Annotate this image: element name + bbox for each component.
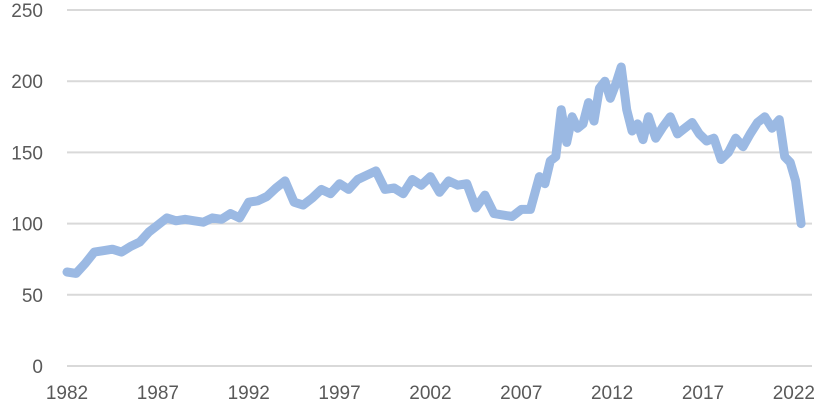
x-tick-label: 2022	[773, 383, 815, 404]
y-tick-label: 50	[22, 286, 43, 307]
y-tick-label: 150	[11, 143, 43, 164]
series-line-0	[62, 62, 806, 278]
x-tick-label: 1982	[46, 383, 88, 404]
y-tick-label: 100	[11, 215, 43, 236]
y-tick-label: 200	[11, 72, 43, 93]
x-tick-label: 2002	[409, 383, 451, 404]
x-tick-label: 2012	[591, 383, 633, 404]
x-tick-label: 2017	[682, 383, 724, 404]
x-tick-label: 1992	[228, 383, 270, 404]
x-tick-label: 1987	[137, 383, 179, 404]
x-tick-labels: 1982 1987 1992 1997 2002 2007 2012 2017 2022	[46, 383, 815, 404]
x-tick-label: 1997	[318, 383, 360, 404]
x-tick-label: 2007	[500, 383, 542, 404]
y-tick-labels: 0 50 100 150 200 250	[11, 1, 43, 378]
series-group	[62, 62, 806, 278]
y-tick-label: 250	[11, 1, 43, 22]
y-tick-label: 0	[32, 357, 43, 378]
